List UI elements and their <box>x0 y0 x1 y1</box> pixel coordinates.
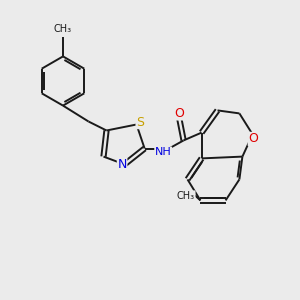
Text: NH: NH <box>155 147 172 157</box>
Text: O: O <box>248 132 258 146</box>
Text: CH₃: CH₃ <box>177 191 195 201</box>
Text: CH₃: CH₃ <box>54 24 72 34</box>
Text: O: O <box>174 107 184 120</box>
Text: N: N <box>117 158 127 172</box>
Text: S: S <box>136 116 144 129</box>
